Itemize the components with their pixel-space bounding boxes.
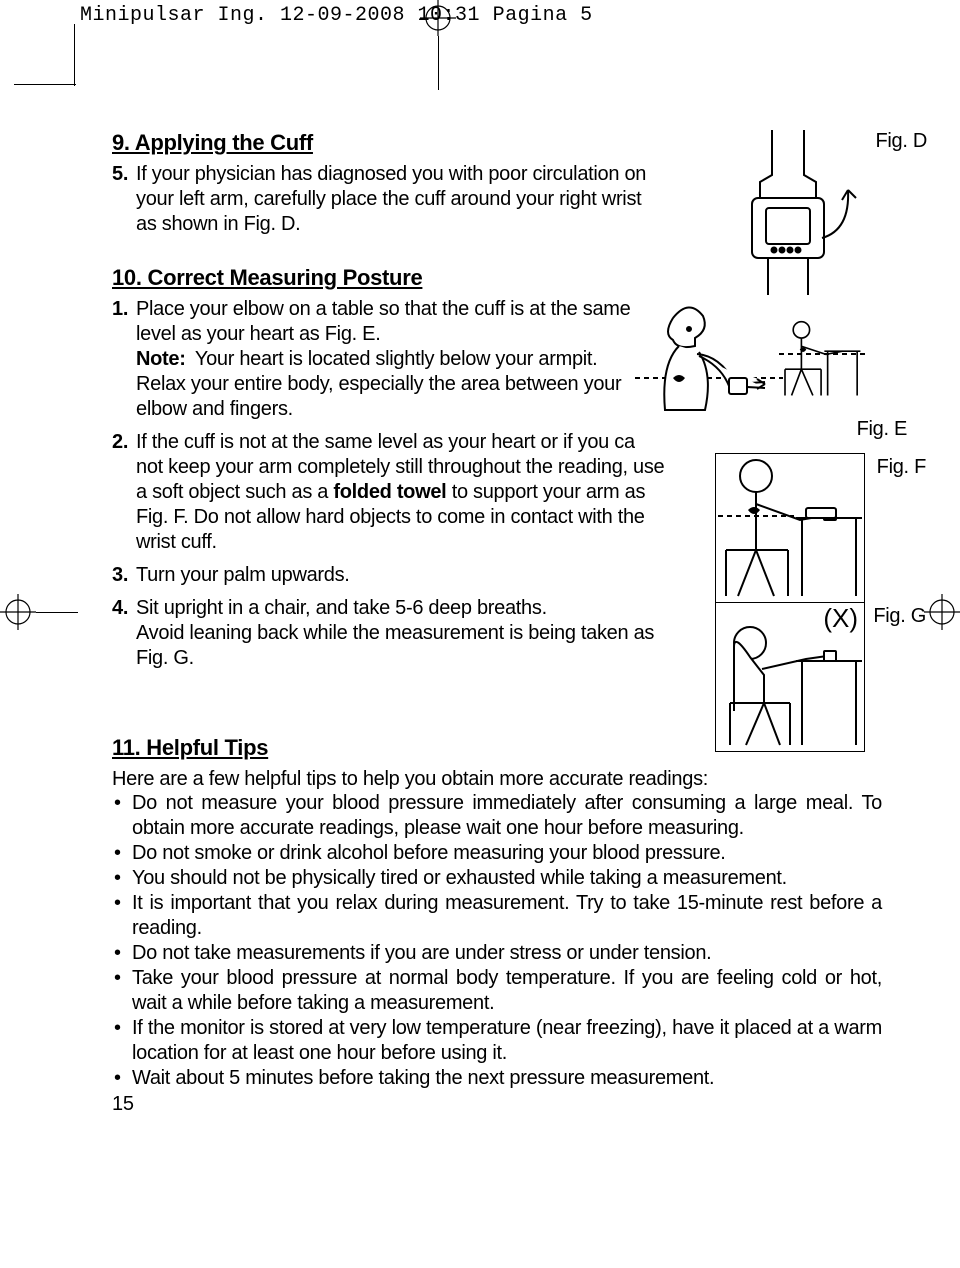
figure-d: Fig. D xyxy=(720,130,865,295)
section-11: 11. Helpful Tips Here are a few helpful … xyxy=(112,699,882,1116)
page-number: 15 xyxy=(112,1093,882,1116)
posture-heart-level-icon xyxy=(635,300,865,455)
crop-line xyxy=(438,36,439,90)
wrist-cuff-icon xyxy=(720,130,865,295)
section-9-list: 5. If your physician has diagnosed you w… xyxy=(112,162,652,237)
registration-mark-icon xyxy=(924,594,960,630)
list-item: If the monitor is stored at very low tem… xyxy=(112,1016,882,1066)
posture-towel-icon xyxy=(716,454,866,604)
list-item: 3. Turn your palm upwards. xyxy=(112,563,652,588)
item-number: 3. xyxy=(112,563,128,588)
item-number: 5. xyxy=(112,162,128,187)
section-10-title: 10. Correct Measuring Posture xyxy=(112,265,652,291)
list-item: Wait about 5 minutes before taking the n… xyxy=(112,1066,882,1091)
crop-line xyxy=(14,84,76,85)
list-item: 2. If the cuff is not at the same level … xyxy=(112,430,672,555)
list-item: 5. If your physician has diagnosed you w… xyxy=(112,162,652,237)
crop-line xyxy=(36,612,78,613)
item-text: If your physician has diagnosed you with… xyxy=(136,163,646,235)
note-text: Your heart is located slightly below you… xyxy=(191,348,598,370)
crop-header: Minipulsar Ing. 12-09-2008 10:31 Pagina … xyxy=(0,0,960,27)
note-label: Note: xyxy=(136,348,186,370)
item-number: 2. xyxy=(112,430,128,455)
item-text: Turn your palm upwards. xyxy=(136,564,350,586)
list-item: 4. Sit upright in a chair, and take 5-6 … xyxy=(112,596,672,671)
list-item: 1. Place your elbow on a table so that t… xyxy=(112,297,652,422)
item-note: Note: Your heart is located slightly bel… xyxy=(136,347,652,372)
section-10-list: 1. Place your elbow on a table so that t… xyxy=(112,297,652,671)
figure-column: Fig. D Fig. E xyxy=(655,130,865,750)
figure-label: Fig. G xyxy=(873,605,926,628)
item-extra: Avoid leaning back while the measurement… xyxy=(136,621,672,671)
item-number: 1. xyxy=(112,297,128,322)
item-text: Sit upright in a chair, and take 5-6 dee… xyxy=(136,597,547,619)
tips-list: Do not measure your blood pressure immed… xyxy=(112,791,882,1091)
tips-intro: Here are a few helpful tips to help you … xyxy=(112,767,882,791)
list-item: Do not smoke or drink alcohol before mea… xyxy=(112,841,882,866)
crop-line xyxy=(74,24,75,86)
figure-f: Fig. F xyxy=(715,453,865,603)
registration-mark-icon xyxy=(420,0,456,36)
list-item: Do not take measurements if you are unde… xyxy=(112,941,882,966)
content-area: 9. Applying the Cuff 5. If your physicia… xyxy=(112,130,920,1116)
text-column: 9. Applying the Cuff 5. If your physicia… xyxy=(112,130,652,699)
page: Minipulsar Ing. 12-09-2008 10:31 Pagina … xyxy=(0,0,960,1268)
list-item: Take your blood pressure at normal body … xyxy=(112,966,882,1016)
list-item: Do not measure your blood pressure immed… xyxy=(112,791,882,841)
figure-g: Fig. G (X) xyxy=(715,602,865,752)
item-number: 4. xyxy=(112,596,128,621)
list-item: It is important that you relax during me… xyxy=(112,891,882,941)
figure-e: Fig. E xyxy=(635,300,865,455)
figure-label: Fig. D xyxy=(875,130,927,153)
section-9-title: 9. Applying the Cuff xyxy=(112,130,652,156)
figure-label: Fig. F xyxy=(877,456,926,479)
item-bold: folded towel xyxy=(333,481,446,503)
item-text: Place your elbow on a table so that the … xyxy=(136,298,630,345)
figure-label: Fig. E xyxy=(857,418,907,441)
item-extra: Relax your entire body, especially the a… xyxy=(136,372,652,422)
x-mark: (X) xyxy=(823,603,858,634)
registration-mark-icon xyxy=(0,594,36,630)
list-item: You should not be physically tired or ex… xyxy=(112,866,882,891)
